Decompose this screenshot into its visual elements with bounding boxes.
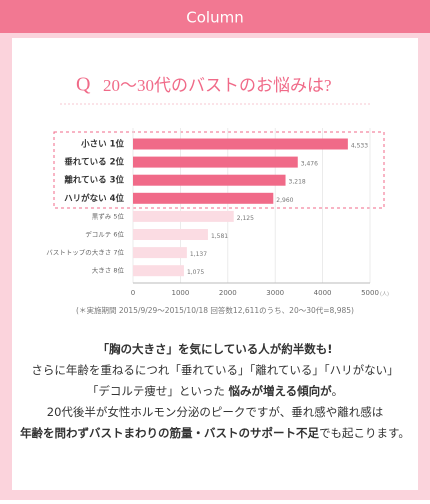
x-tick-label: 5000 <box>361 289 379 297</box>
body-segment: 悩みが増える傾向が <box>228 384 333 398</box>
body-line: さらに年齢を重ねるにつれ「垂れている」「離れている」「ハリがない」 <box>31 363 398 377</box>
body-segment: 20代後半が女性ホルモン分泌のピークですが、垂れ感や離れ感は <box>47 405 383 419</box>
bar <box>133 210 234 222</box>
body-line: 「胸の大きさ」を気にしている人が約半数も! <box>98 342 333 356</box>
value-label: 1,581 <box>211 233 228 240</box>
header-bar <box>0 0 430 33</box>
value-label: 3,218 <box>289 179 306 186</box>
x-unit: (人) <box>380 292 389 298</box>
header-title: Column <box>186 9 243 27</box>
x-tick-label: 3000 <box>266 289 284 297</box>
bar <box>133 192 274 204</box>
value-label: 1,075 <box>187 269 204 276</box>
body-segment: 「胸の大きさ」を気にしている人が約半数も! <box>98 342 333 356</box>
body-line: 20代後半が女性ホルモン分泌のピークですが、垂れ感や離れ感は <box>47 405 383 419</box>
value-label: 3,476 <box>301 161 318 168</box>
y-tick-label: 垂れている 2位 <box>64 157 124 168</box>
bar <box>133 156 298 168</box>
y-tick-label: ハリがない 4位 <box>64 193 124 204</box>
x-tick-label: 4000 <box>314 289 332 297</box>
y-tick-label: バストトップの大きさ 7位 <box>46 248 124 257</box>
bar <box>133 229 208 240</box>
value-label: 2,960 <box>276 197 293 204</box>
y-tick-label: 大きさ 8位 <box>92 266 125 275</box>
bar <box>133 265 184 277</box>
body-line: 「デコルテ痩せ」といった 悩みが増える傾向が。 <box>87 384 343 398</box>
value-label: 2,125 <box>237 215 254 222</box>
body-segment: さらに年齢を重ねるにつれ「垂れている」「離れている」「ハリがない」 <box>31 363 398 377</box>
bar <box>133 174 286 186</box>
y-tick-label: 離れている 3位 <box>64 175 124 186</box>
body-segment: でも起こります。 <box>319 426 410 440</box>
bar <box>133 138 348 150</box>
body-segment: 「デコルテ痩せ」といった <box>87 384 229 398</box>
chart-title: 20〜30代のバストのお悩みは? <box>103 76 332 95</box>
body-line: 年齢を問わずバストまわりの筋量・バストのサポート不足でも起こります。 <box>20 426 410 440</box>
body-segment: 年齢を問わずバストまわりの筋量・バストのサポート不足 <box>20 426 319 440</box>
value-label: 1,137 <box>190 251 207 258</box>
value-label: 4,533 <box>351 143 368 150</box>
y-tick-label: 黒ずみ 5位 <box>92 211 125 220</box>
highlight-box <box>53 131 385 209</box>
x-tick-label: 2000 <box>219 289 237 297</box>
note: (＊実施期間 2015/9/29〜2015/10/18 回答数12,611のうち… <box>76 305 354 315</box>
x-tick-label: 0 <box>131 289 135 297</box>
y-tick-label: デコルテ 6位 <box>85 230 124 239</box>
bar <box>133 247 187 259</box>
y-tick-label: 小さい 1位 <box>80 139 124 150</box>
body-segment: 。 <box>332 384 344 398</box>
body-text: 「胸の大きさ」を気にしている人が約半数も! さらに年齢を重ねるにつれ「垂れている」… <box>20 342 410 440</box>
q-mark: Q <box>76 74 91 96</box>
card <box>12 38 418 490</box>
x-tick-label: 1000 <box>171 289 189 297</box>
